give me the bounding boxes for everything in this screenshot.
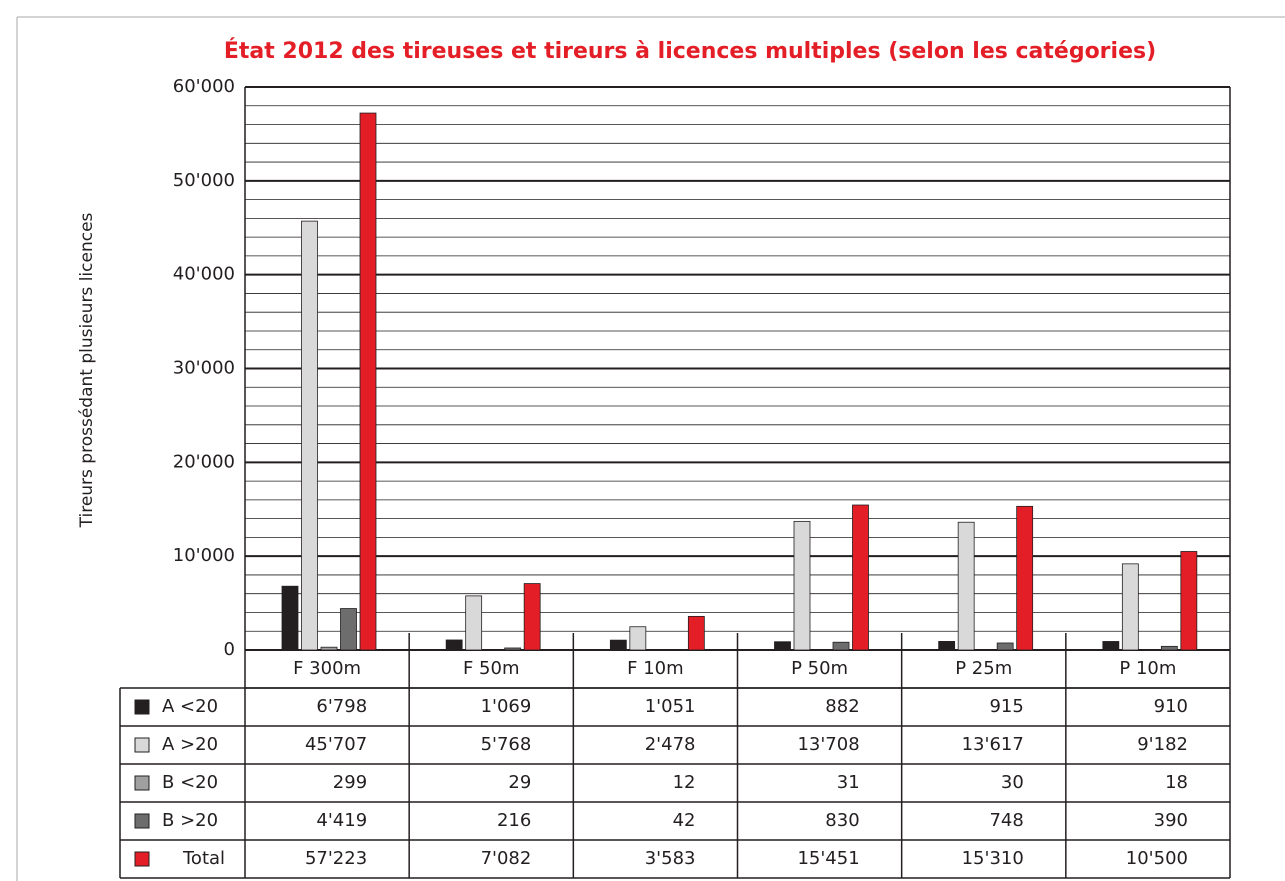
bar xyxy=(504,647,522,651)
legend-label: B >20 xyxy=(162,810,218,831)
chart-title: État 2012 des tireuses et tireurs à lice… xyxy=(224,38,1156,64)
bar xyxy=(957,521,975,651)
legend-label: Total xyxy=(182,848,225,869)
legend-swatch xyxy=(134,737,150,753)
table-cell: 15'310 xyxy=(962,848,1024,869)
bar xyxy=(938,641,956,651)
bar xyxy=(687,615,705,651)
table-cell: 3'583 xyxy=(645,848,696,869)
table-cell: 2'478 xyxy=(645,734,696,755)
table-cell: 10'500 xyxy=(1126,848,1188,869)
table-cell: 299 xyxy=(333,772,367,793)
table-cell: 31 xyxy=(837,772,860,793)
legend-swatch xyxy=(134,775,150,791)
legend-label: A >20 xyxy=(162,734,218,755)
legend-label: A <20 xyxy=(162,696,218,717)
legend-swatch xyxy=(134,699,150,715)
bar xyxy=(320,646,338,651)
y-tick-label: 0 xyxy=(224,639,235,660)
bar xyxy=(340,608,357,651)
bar xyxy=(609,639,627,651)
table-cell: 390 xyxy=(1154,810,1188,831)
table-cell: 57'223 xyxy=(305,848,367,869)
bar xyxy=(629,626,647,651)
x-tick-label: P 25m xyxy=(955,658,1012,679)
y-tick-label: 50'000 xyxy=(173,170,235,191)
table-cell: 13'708 xyxy=(797,734,859,755)
table-cell: 13'617 xyxy=(962,734,1024,755)
table-cell: 18 xyxy=(1165,772,1188,793)
table-cell: 830 xyxy=(825,810,859,831)
table-cell: 882 xyxy=(825,696,859,717)
table-cell: 9'182 xyxy=(1137,734,1188,755)
table-cell: 748 xyxy=(989,810,1023,831)
table-cell: 7'082 xyxy=(481,848,532,869)
table-cell: 12 xyxy=(673,772,696,793)
y-tick-label: 40'000 xyxy=(173,264,235,285)
x-tick-label: P 50m xyxy=(791,658,848,679)
bar xyxy=(1121,563,1139,651)
table-cell: 4'419 xyxy=(316,810,367,831)
table-cell: 30 xyxy=(1001,772,1024,793)
y-tick-label: 30'000 xyxy=(173,358,235,379)
bar xyxy=(832,641,850,651)
legend-label: B <20 xyxy=(162,772,218,793)
bar xyxy=(359,112,377,651)
table-cell: 216 xyxy=(497,810,531,831)
bar xyxy=(1016,505,1034,651)
x-tick-label: F 300m xyxy=(293,658,361,679)
bar xyxy=(281,585,299,651)
bar xyxy=(465,595,483,651)
y-tick-label: 20'000 xyxy=(173,451,235,472)
bar xyxy=(1180,551,1198,651)
bar xyxy=(1102,641,1120,651)
table-cell: 5'768 xyxy=(481,734,532,755)
table-cell: 915 xyxy=(989,696,1023,717)
table-cell: 42 xyxy=(673,810,696,831)
bar xyxy=(1160,645,1178,651)
bar xyxy=(793,520,811,651)
bar xyxy=(852,504,869,651)
x-tick-label: F 50m xyxy=(463,658,520,679)
table-cell: 6'798 xyxy=(316,696,367,717)
table-cell: 910 xyxy=(1154,696,1188,717)
table-cell: 1'069 xyxy=(481,696,532,717)
bar xyxy=(445,639,463,651)
table-cell: 1'051 xyxy=(645,696,696,717)
legend-swatch xyxy=(134,851,150,867)
x-tick-label: P 10m xyxy=(1119,658,1176,679)
bar xyxy=(301,220,318,651)
legend-swatch xyxy=(134,813,150,829)
x-tick-label: F 10m xyxy=(627,658,684,679)
bar xyxy=(523,583,541,651)
y-axis-label: Tireurs prossédant plusieurs licences xyxy=(77,212,97,528)
table-cell: 15'451 xyxy=(797,848,859,869)
table-cell: 45'707 xyxy=(305,734,367,755)
y-tick-label: 10'000 xyxy=(173,545,235,566)
table-cell: 29 xyxy=(508,772,531,793)
bar xyxy=(774,641,791,651)
y-tick-label: 60'000 xyxy=(173,76,235,97)
bar xyxy=(996,642,1014,651)
